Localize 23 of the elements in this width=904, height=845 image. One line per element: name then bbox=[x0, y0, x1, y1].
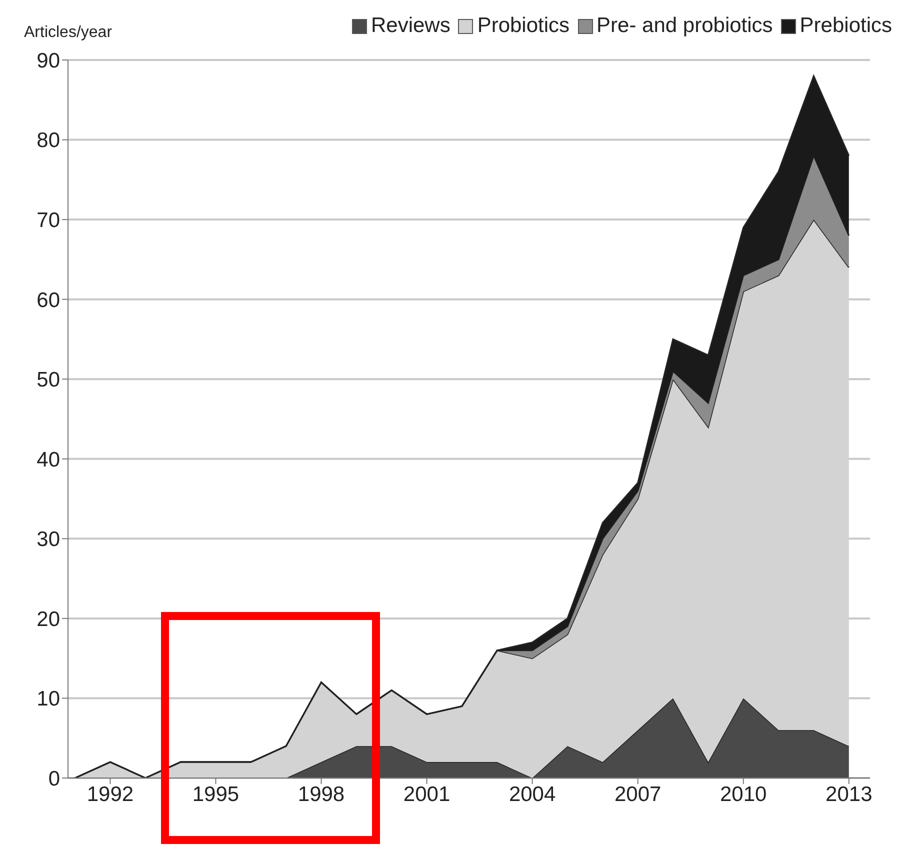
x-tick-label: 1995 bbox=[192, 782, 240, 806]
y-axis-title: Articles/year bbox=[24, 24, 112, 42]
x-tick-label: 2007 bbox=[614, 782, 662, 806]
y-tick-label: 90 bbox=[36, 49, 60, 72]
y-tick-label: 50 bbox=[36, 368, 60, 392]
y-tick-label: 20 bbox=[36, 608, 60, 631]
y-tick-label: 70 bbox=[36, 209, 60, 232]
x-tick-label: 1998 bbox=[298, 782, 345, 806]
x-tick-label: 2010 bbox=[720, 782, 767, 806]
legend-label: Pre- and probiotics bbox=[596, 14, 773, 38]
legend-label: Probiotics bbox=[476, 14, 570, 38]
legend-label: Reviews bbox=[370, 14, 450, 38]
x-tick-label: 2013 bbox=[826, 782, 872, 806]
y-tick-label: 80 bbox=[36, 129, 60, 152]
x-tick-label: 2001 bbox=[403, 782, 450, 806]
y-tick-label: 0 bbox=[48, 767, 60, 790]
legend-label: Prebiotics bbox=[798, 14, 892, 38]
x-tick-label: 2004 bbox=[508, 782, 556, 806]
y-tick-label: 10 bbox=[36, 688, 60, 711]
y-tick-label: 40 bbox=[36, 448, 60, 472]
x-tick-label: 1992 bbox=[86, 782, 134, 806]
y-tick-label: 60 bbox=[36, 288, 60, 312]
y-tick-label: 30 bbox=[36, 528, 60, 552]
